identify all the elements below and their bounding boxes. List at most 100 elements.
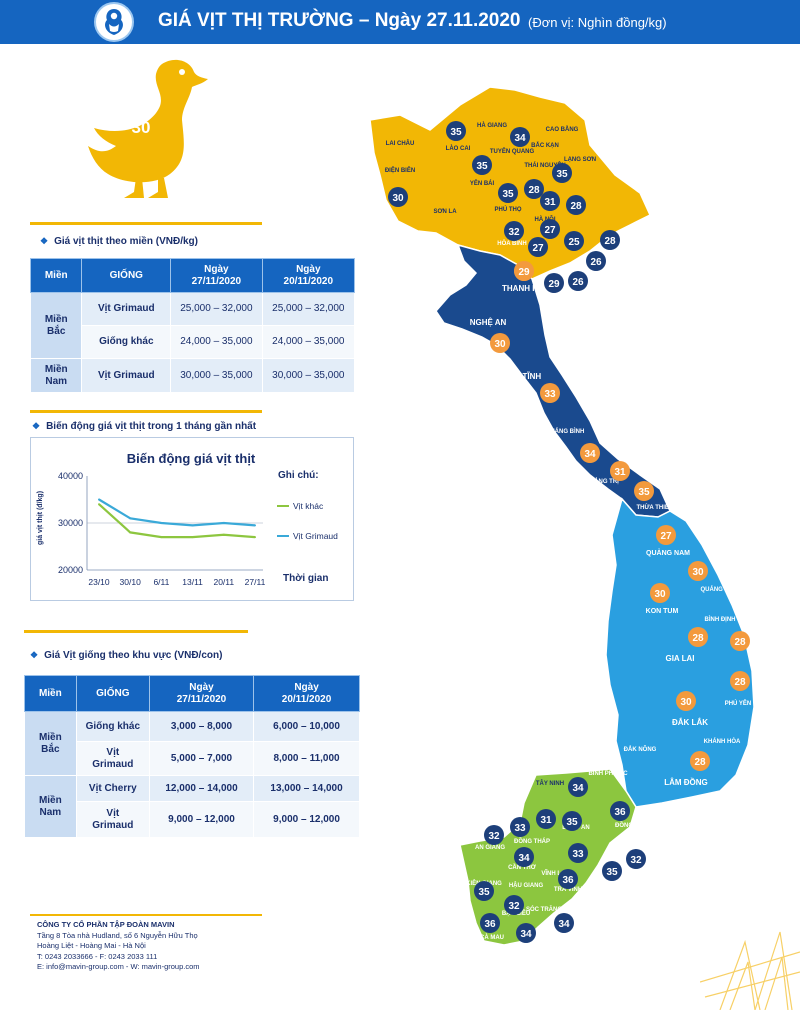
- price-badge: 34: [510, 127, 530, 147]
- svg-text:30: 30: [692, 567, 704, 578]
- province-label: THÁI NGUYÊN: [524, 161, 565, 169]
- svg-text:36: 36: [614, 807, 626, 818]
- price-badge: 28: [730, 631, 750, 651]
- table-row: Vịt Grimaud 9,000 – 12,000 9,000 – 12,00…: [25, 801, 360, 838]
- price-badge: 32: [484, 825, 504, 845]
- region-north: Miền Bắc: [24, 711, 77, 776]
- duck-icon: [88, 59, 208, 198]
- vietnam-price-map: HÀ GIANG CAO BẰNG LAI CHÂU LÀO CAI TUYÊN…: [369, 86, 755, 946]
- price-badge: 30: [676, 691, 696, 711]
- svg-text:32: 32: [630, 855, 642, 866]
- svg-text:26: 26: [572, 277, 584, 288]
- svg-text:30: 30: [680, 697, 692, 708]
- table-row: Giống khác 24,000 – 35,000 24,000 – 35,0…: [31, 325, 356, 359]
- svg-text:30: 30: [392, 193, 404, 204]
- col-header-date2: Ngày 20/11/2020: [253, 675, 360, 712]
- svg-text:35: 35: [556, 169, 568, 180]
- svg-text:35: 35: [606, 867, 618, 878]
- province-label: HÒA BÌNH: [497, 239, 526, 247]
- svg-text:28: 28: [734, 637, 746, 648]
- price-badge: 33: [510, 817, 530, 837]
- data-point: [98, 498, 100, 501]
- price-badge: 28: [566, 195, 586, 215]
- price-badge: 30: [650, 583, 670, 603]
- svg-text:35: 35: [502, 189, 514, 200]
- table-row: Miền Nam Vịt Cherry 12,000 – 14,000 13,0…: [24, 775, 360, 838]
- col-header-region: Miền: [29, 258, 83, 293]
- price-badge: 32: [504, 221, 524, 241]
- svg-text:26: 26: [590, 257, 602, 268]
- company-contact-links[interactable]: E: info@mavin-group.com - W: mavin-group…: [37, 962, 200, 971]
- price-badge: 27: [528, 237, 548, 257]
- price-badge: 35: [562, 811, 582, 831]
- breed-price-table: Miền GIỐNG Ngày 27/11/2020 Ngày 20/11/20…: [24, 675, 360, 838]
- svg-text:28: 28: [694, 757, 706, 768]
- province-label: HÀ NỘI: [535, 215, 556, 223]
- series-line-1: [98, 498, 256, 527]
- price-badge: 31: [610, 461, 630, 481]
- map-region-central-north: [435, 243, 671, 518]
- svg-text:33: 33: [572, 849, 584, 860]
- data-point: [160, 522, 163, 524]
- svg-text:32: 32: [488, 831, 500, 842]
- trend-chart: Biến động giá vịt thịt giá vịt thịt (đ/k…: [37, 451, 338, 587]
- data-point: [254, 524, 256, 527]
- province-label: GIA LAI: [665, 654, 694, 663]
- province-label: VĨNH LONG: [541, 870, 575, 877]
- province-label: SÓC TRĂNG: [526, 905, 562, 913]
- price-badge: 26: [568, 271, 588, 291]
- svg-text:28: 28: [570, 201, 582, 212]
- province-label: ĐẮK NÔNG: [624, 745, 657, 753]
- trend-section-label: Biến động giá vịt thịt trong 1 tháng gần…: [46, 421, 257, 432]
- legend-title: Ghi chú:: [278, 470, 319, 481]
- price-badge: 28: [730, 671, 750, 691]
- svg-text:29: 29: [518, 267, 530, 278]
- province-label: THỪA THIÊN HUẾ: [636, 503, 687, 511]
- svg-text:34: 34: [558, 919, 570, 930]
- x-axis-label: Thời gian: [283, 573, 328, 584]
- price-badge: 25: [564, 231, 584, 251]
- svg-text:32: 32: [508, 227, 520, 238]
- col-header-date2: Ngày 20/11/2020: [261, 258, 356, 293]
- svg-text:35: 35: [638, 487, 650, 498]
- table-row: Miền Nam Vịt Grimaud 30,000 – 35,000 30,…: [29, 358, 356, 393]
- price-cell: 5,000 – 7,000: [148, 741, 255, 776]
- svg-text:33: 33: [544, 389, 556, 400]
- price-badge: 30: [688, 561, 708, 581]
- svg-text:31: 31: [544, 197, 556, 208]
- svg-text:27: 27: [532, 243, 544, 254]
- province-label: QUẢNG NGÃI: [701, 586, 740, 593]
- price-badge: 35: [472, 155, 492, 175]
- unit-label: (Đơn vị: Nghìn đồng/kg): [528, 15, 667, 30]
- price-badge: 28: [690, 751, 710, 771]
- company-phone: T: 0243 2033666 - F: 0243 2033 111: [37, 951, 158, 961]
- header-bar: GIÁ VỊT THỊ TRƯỜNG – Ngày 27.11.2020 (Đơ…: [0, 0, 800, 44]
- svg-text:28: 28: [604, 236, 616, 247]
- svg-text:34: 34: [572, 783, 584, 794]
- section-divider: [30, 410, 262, 413]
- svg-text:25: 25: [568, 237, 580, 248]
- province-label: SƠN LA: [433, 209, 457, 215]
- svg-text:34: 34: [514, 133, 526, 144]
- province-label: BÌNH THUẬN: [643, 811, 680, 819]
- province-label: HÀ GIANG: [477, 122, 507, 129]
- province-label: TRÀ VINH: [554, 886, 582, 893]
- province-label: LAI CHÂU: [386, 140, 415, 147]
- region-south: Miền Nam: [29, 358, 83, 393]
- price-badge: 28: [600, 230, 620, 250]
- x-tick-label: 30/10: [120, 577, 142, 587]
- svg-text:36: 36: [562, 875, 574, 886]
- meat-price-section-title: ❖ Giá vịt thịt theo miền (VNĐ/kg): [40, 236, 198, 247]
- svg-text:27: 27: [660, 531, 672, 542]
- table-row: Miền Bắc Vịt Grimaud 25,000 – 32,000 25,…: [29, 292, 356, 359]
- data-point: [191, 536, 194, 539]
- data-point: [129, 517, 132, 520]
- price-badge: 35: [602, 861, 622, 881]
- province-label: BÌNH ĐỊNH: [705, 615, 736, 623]
- price-badge: 30: [388, 187, 408, 207]
- breed-cell: Vịt Grimaud: [75, 741, 150, 776]
- province-label: AN GIANG: [475, 845, 505, 851]
- price-badge: 36: [480, 913, 500, 933]
- price-badge: 32: [626, 849, 646, 869]
- y-tick-label: 20000: [58, 565, 83, 575]
